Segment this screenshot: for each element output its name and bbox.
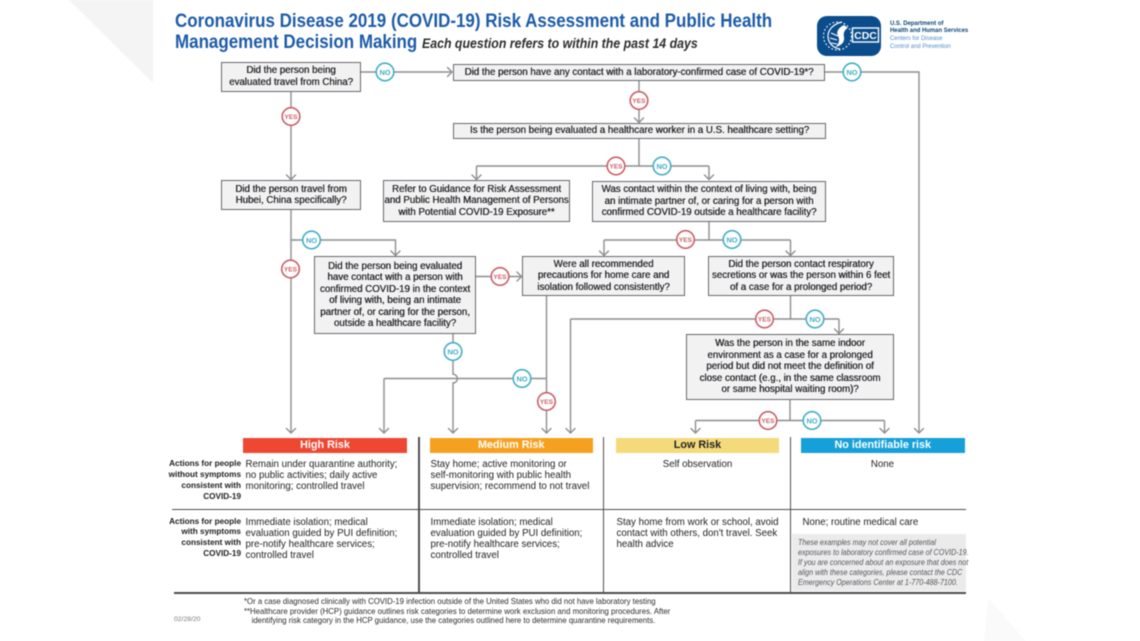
svg-text:NO: NO	[846, 68, 857, 77]
svg-text:YES: YES	[493, 274, 507, 281]
svg-text:YES: YES	[632, 98, 646, 105]
svg-text:NO: NO	[447, 347, 458, 356]
svg-text:NO: NO	[806, 416, 817, 425]
svg-text:YES: YES	[284, 114, 298, 121]
svg-text:YES: YES	[758, 317, 772, 324]
svg-text:YES: YES	[679, 237, 693, 244]
svg-text:NO: NO	[516, 374, 527, 383]
svg-text:YES: YES	[761, 418, 775, 425]
svg-text:NO: NO	[656, 162, 667, 171]
svg-text:YES: YES	[540, 399, 554, 406]
svg-text:NO: NO	[809, 315, 820, 324]
svg-text:YES: YES	[609, 164, 623, 171]
svg-text:NO: NO	[379, 68, 390, 77]
svg-text:CDC: CDC	[854, 30, 877, 42]
svg-text:NO: NO	[306, 236, 317, 245]
svg-text:NO: NO	[726, 235, 737, 244]
svg-text:YES: YES	[284, 267, 298, 274]
